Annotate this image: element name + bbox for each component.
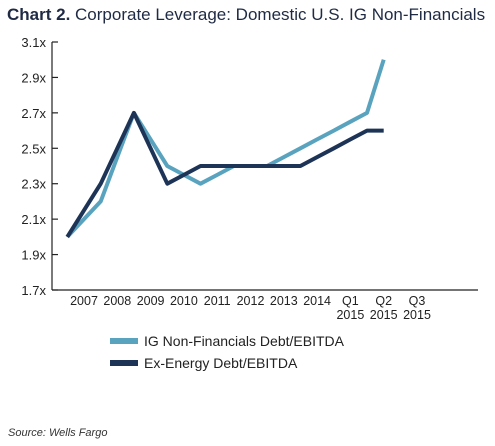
- x-tick-label: 2011: [204, 294, 231, 308]
- source-note: Source: Wells Fargo: [8, 427, 108, 439]
- series-line-ex-energy: [65, 110, 384, 238]
- y-tick-label: 2.7x: [21, 106, 46, 121]
- x-tick-label: 2007: [70, 294, 98, 308]
- x-tick-label: 2014: [303, 294, 331, 308]
- y-tick-label: 2.3x: [21, 177, 46, 192]
- y-tick-label: 2.9x: [21, 70, 46, 85]
- chart-title-prefix: Chart 2.: [7, 5, 71, 24]
- y-tick-label: 1.9x: [21, 248, 46, 263]
- chart-title-text: Corporate Leverage: Domestic U.S. IG Non…: [70, 5, 486, 24]
- chart-series: [65, 59, 386, 239]
- chart-legend: IG Non-Financials Debt/EBITDA Ex-Energy D…: [110, 333, 345, 371]
- legend-label: IG Non-Financials Debt/EBITDA: [144, 333, 345, 349]
- y-tick-label: 3.1x: [21, 35, 46, 50]
- x-tick-label: 2012: [237, 294, 265, 308]
- x-tick-label: Q1 2015: [336, 294, 364, 322]
- x-tick-label: Q2 2015: [370, 294, 398, 322]
- chart-axes: [51, 42, 478, 291]
- series-line-ig-non-financials: [65, 59, 386, 239]
- x-tick-label: 2013: [270, 294, 298, 308]
- chart-title: Chart 2. Corporate Leverage: Domestic U.…: [7, 5, 485, 25]
- y-tick-label: 1.7x: [21, 283, 46, 298]
- chart-ticks: 1.7x 1.9x 2.1x 2.3x 2.5x 2.7x 2.9x 3.1x 2007 2008…: [21, 35, 431, 322]
- legend-label: Ex-Energy Debt/EBITDA: [144, 355, 298, 371]
- y-tick-label: 2.1x: [21, 212, 46, 227]
- x-tick-label: 2009: [137, 294, 165, 308]
- x-tick-label: 2008: [103, 294, 131, 308]
- line-chart: 1.7x 1.9x 2.1x 2.3x 2.5x 2.7x 2.9x 3.1x 2007 2008…: [21, 35, 478, 371]
- x-tick-label: 2010: [170, 294, 198, 308]
- x-tick-label: Q3 2015: [403, 294, 431, 322]
- y-tick-label: 2.5x: [21, 141, 46, 156]
